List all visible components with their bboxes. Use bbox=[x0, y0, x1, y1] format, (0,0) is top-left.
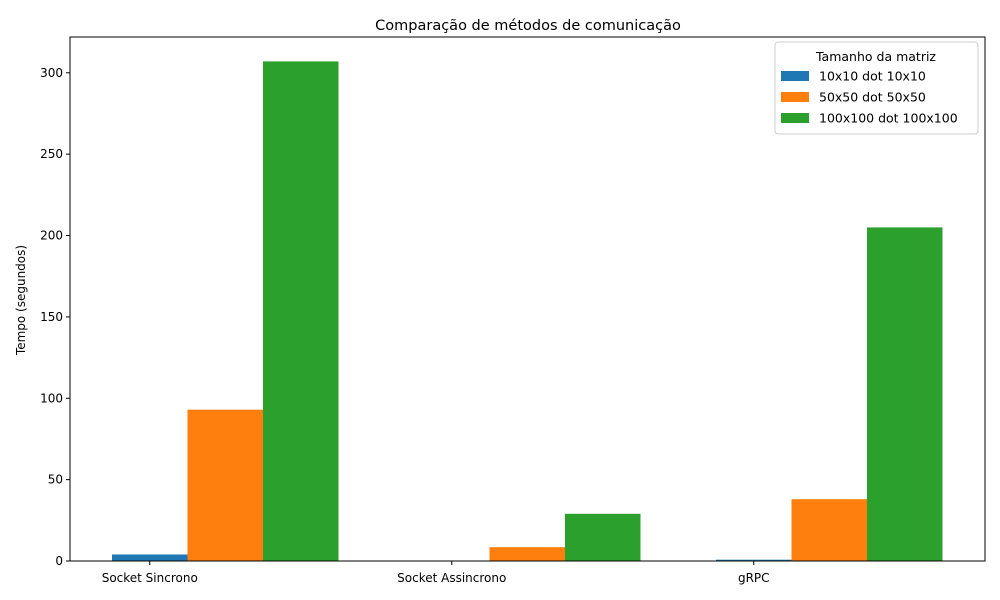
legend-entry: 10x10 dot 10x10 bbox=[819, 69, 926, 84]
legend-swatch bbox=[781, 113, 809, 123]
legend-swatch bbox=[781, 92, 809, 102]
x-axis: Socket Sincrono Socket Assincrono gRPC bbox=[102, 561, 770, 585]
bar bbox=[565, 513, 641, 561]
y-tick-label: 50 bbox=[48, 473, 63, 487]
legend-swatch bbox=[781, 71, 809, 81]
bar bbox=[489, 547, 565, 561]
bar bbox=[112, 554, 188, 561]
y-tick-label: 100 bbox=[40, 391, 63, 405]
bar bbox=[716, 559, 792, 561]
x-tick-label: gRPC bbox=[738, 571, 770, 585]
y-tick-label: 250 bbox=[40, 147, 63, 161]
x-tick-label: Socket Sincrono bbox=[102, 571, 198, 585]
plot-frame bbox=[69, 36, 986, 562]
x-tick-label: Socket Assincrono bbox=[397, 571, 506, 585]
y-axis: 0 50 100 150 200 250 300 bbox=[40, 66, 70, 568]
legend: Tamanho da matriz 10x10 dot 10x10 50x50 d… bbox=[774, 41, 979, 135]
bar bbox=[791, 499, 867, 561]
legend-entry: 100x100 dot 100x100 bbox=[819, 111, 958, 126]
y-tick-label: 150 bbox=[40, 310, 63, 324]
bar bbox=[867, 227, 943, 561]
y-tick-label: 0 bbox=[55, 554, 63, 568]
legend-box bbox=[774, 41, 979, 135]
y-axis-label: Tempo (segundos) bbox=[14, 245, 28, 356]
bar bbox=[263, 61, 339, 561]
y-tick-label: 200 bbox=[40, 229, 63, 243]
legend-entry: 50x50 dot 50x50 bbox=[819, 90, 926, 105]
plot-area bbox=[69, 36, 986, 562]
y-tick-label: 300 bbox=[40, 66, 63, 80]
legend-title: Tamanho da matriz bbox=[815, 49, 936, 64]
chart-title: Comparação de métodos de comunicação bbox=[375, 18, 681, 34]
bar bbox=[187, 409, 263, 561]
